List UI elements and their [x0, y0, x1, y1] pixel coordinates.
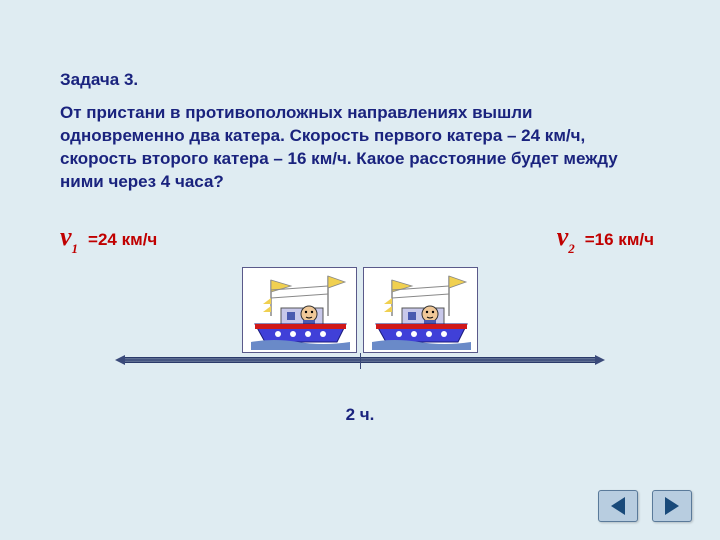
next-button[interactable] — [652, 490, 692, 522]
boat-right — [363, 267, 478, 353]
arrow-left-icon — [115, 355, 125, 365]
nav-buttons — [598, 490, 692, 522]
number-line-wrap — [120, 357, 600, 363]
center-tick — [360, 353, 361, 369]
prev-button[interactable] — [598, 490, 638, 522]
triangle-left-icon — [611, 497, 625, 515]
time-label: 2 ч. — [60, 405, 660, 425]
speeds-row: v1 =24 км/ч v2 =16 км/ч — [60, 222, 660, 255]
arrow-right-icon — [595, 355, 605, 365]
triangle-right-icon — [665, 497, 679, 515]
speed-1: v1 =24 км/ч — [60, 222, 157, 255]
boat-left-svg — [243, 268, 357, 353]
boat-left — [242, 267, 357, 353]
number-line — [120, 357, 600, 363]
problem-statement: От пристани в противоположных направлени… — [60, 102, 620, 194]
boat-right-svg — [364, 268, 478, 353]
v2-symbol: v2 — [557, 222, 575, 255]
v2-value: =16 км/ч — [585, 230, 654, 250]
speed-2: v2 =16 км/ч — [557, 222, 654, 255]
v1-symbol: v1 — [60, 222, 78, 255]
boats-group — [242, 267, 478, 353]
v1-value: =24 км/ч — [88, 230, 157, 250]
diagram — [120, 267, 600, 387]
task-title: Задача 3. — [60, 70, 660, 90]
